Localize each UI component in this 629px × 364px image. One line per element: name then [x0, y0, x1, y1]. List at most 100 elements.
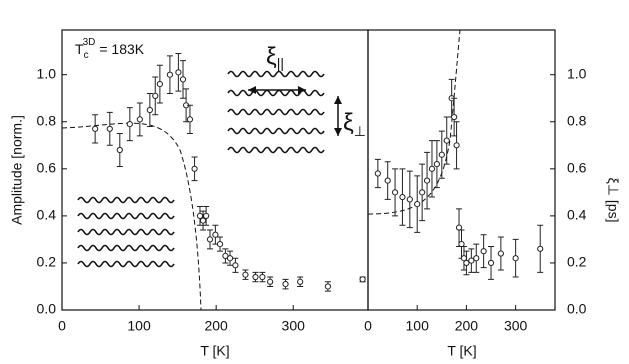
- point: [222, 252, 229, 259]
- point: [212, 231, 219, 238]
- tc-sub: c: [84, 50, 89, 61]
- point: [458, 241, 465, 248]
- point: [267, 278, 274, 285]
- fit-curve: [367, 29, 461, 215]
- xi-par-sub: ||: [277, 55, 284, 71]
- fit-curve: [61, 122, 202, 311]
- point: [443, 137, 450, 144]
- point: [451, 113, 458, 121]
- tc-value: = 183K: [99, 41, 144, 57]
- waves: [77, 70, 325, 268]
- wave: [227, 146, 325, 154]
- point: [419, 189, 426, 196]
- point: [199, 217, 207, 224]
- wave: [77, 196, 175, 204]
- point: [206, 236, 214, 243]
- y-tick-label: 0.6: [37, 160, 57, 176]
- y2-tick-label: 0.2: [567, 254, 587, 270]
- point: [259, 273, 266, 281]
- x-tick-label: 100: [127, 318, 151, 334]
- point: [92, 125, 99, 132]
- x-tick-label: 0: [364, 318, 372, 334]
- arrowheads: [334, 96, 342, 136]
- y2-tick-label: 0.0: [567, 301, 587, 317]
- point: [359, 276, 366, 283]
- point: [433, 161, 440, 168]
- x-tick-label: 0: [58, 318, 66, 334]
- point: [463, 259, 470, 267]
- y-tick-label: 0.4: [37, 207, 57, 223]
- y2-tick-label: 0.6: [567, 160, 587, 176]
- y2-tick-label: 1.0: [567, 65, 587, 81]
- annotation: Tc 3D = 183K: [75, 37, 145, 61]
- xi-perp: ξ: [343, 109, 354, 136]
- point: [232, 262, 239, 269]
- point: [453, 142, 460, 149]
- point: [226, 255, 234, 262]
- wave: [77, 228, 175, 236]
- y2-axis-label: ξ⊥ [ps]: [605, 178, 621, 223]
- y-tick-label: 1.0: [37, 65, 57, 81]
- point: [175, 69, 182, 76]
- y-axis-label: Amplitude [norm.]: [9, 115, 25, 225]
- x-tick-label: 200: [204, 318, 228, 334]
- right-frame: [367, 29, 556, 311]
- point: [497, 250, 504, 257]
- y-tick-label: 0.2: [37, 254, 57, 270]
- point: [324, 283, 332, 290]
- wave: [227, 89, 325, 97]
- point: [374, 170, 381, 177]
- xi-perp-sub: ⊥: [354, 123, 366, 139]
- x-tick-label: 300: [504, 318, 528, 334]
- y-tick-label: 0.0: [37, 301, 57, 317]
- wave: [227, 70, 325, 78]
- point: [203, 212, 210, 219]
- point: [152, 92, 159, 99]
- point: [512, 255, 519, 262]
- point: [423, 177, 431, 184]
- left-frame: [61, 29, 369, 311]
- point: [428, 165, 436, 172]
- point: [146, 106, 153, 114]
- point: [191, 165, 198, 172]
- point: [282, 281, 289, 288]
- point: [166, 71, 174, 78]
- point: [156, 81, 163, 88]
- point: [438, 151, 445, 158]
- point: [391, 189, 399, 196]
- point: [468, 257, 475, 264]
- y2-tick-label: 0.4: [567, 207, 587, 223]
- point: [179, 76, 187, 83]
- point: [297, 278, 304, 285]
- point: [537, 245, 544, 252]
- point: [136, 116, 143, 123]
- wave: [227, 127, 325, 135]
- y-tick-label: 0.8: [37, 112, 57, 128]
- point: [399, 193, 406, 201]
- point: [406, 196, 413, 203]
- point: [480, 248, 487, 255]
- annotation: ξ||: [266, 43, 284, 70]
- point: [196, 212, 204, 219]
- x-tick-label: 200: [455, 318, 479, 334]
- x-tick-label: 100: [406, 318, 430, 334]
- x-tick-label: 300: [282, 318, 306, 334]
- point: [116, 146, 123, 154]
- point: [487, 259, 495, 267]
- point: [252, 273, 259, 281]
- wave: [227, 108, 325, 116]
- wave: [77, 260, 175, 268]
- point: [106, 125, 113, 132]
- point: [414, 201, 421, 208]
- annotation: ξ⊥: [343, 109, 366, 138]
- tc-sup: 3D: [83, 37, 96, 48]
- wave: [77, 212, 175, 220]
- xi-par: ξ: [266, 43, 277, 70]
- x-axis-label: T [K]: [200, 343, 229, 359]
- point: [126, 121, 133, 128]
- point: [186, 116, 194, 123]
- point: [384, 177, 391, 184]
- wave: [77, 244, 175, 252]
- point: [455, 224, 463, 231]
